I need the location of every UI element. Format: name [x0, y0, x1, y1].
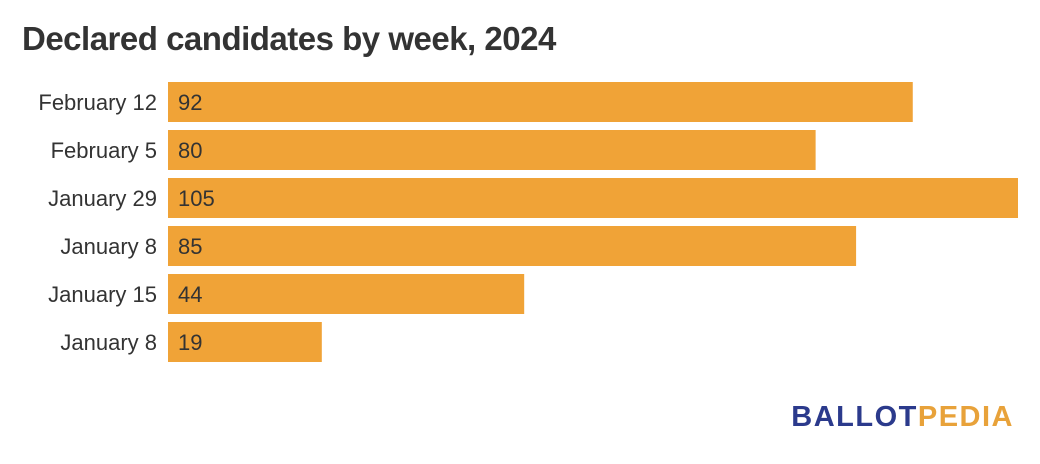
- category-label: February 12: [38, 90, 157, 115]
- category-label: January 29: [48, 186, 157, 211]
- bars-layer: February 12 92 February 5 80 January 29 105 Ja…: [38, 82, 1018, 362]
- value-label: 105: [178, 186, 215, 211]
- chart-title: Declared candidates by week, 2024: [22, 20, 556, 57]
- category-label: January 8: [60, 330, 157, 355]
- bar: [168, 226, 857, 266]
- value-label: 80: [178, 138, 202, 163]
- category-label: February 5: [51, 138, 157, 163]
- logo-text-ballot: BALLOT: [791, 401, 918, 433]
- category-label: January 15: [48, 282, 157, 307]
- bar: [168, 274, 525, 314]
- value-label: 44: [178, 282, 202, 307]
- bar: [168, 178, 1018, 218]
- bar: [168, 322, 322, 362]
- logo-text-pedia: PEDIA: [917, 401, 1014, 433]
- value-label: 85: [178, 234, 202, 259]
- value-label: 19: [178, 330, 202, 355]
- value-label: 92: [178, 90, 202, 115]
- bar: [168, 130, 816, 170]
- bar: [168, 82, 913, 122]
- category-label: January 8: [60, 234, 157, 259]
- ballotpedia-logo: BALLOTPEDIA: [791, 401, 1014, 434]
